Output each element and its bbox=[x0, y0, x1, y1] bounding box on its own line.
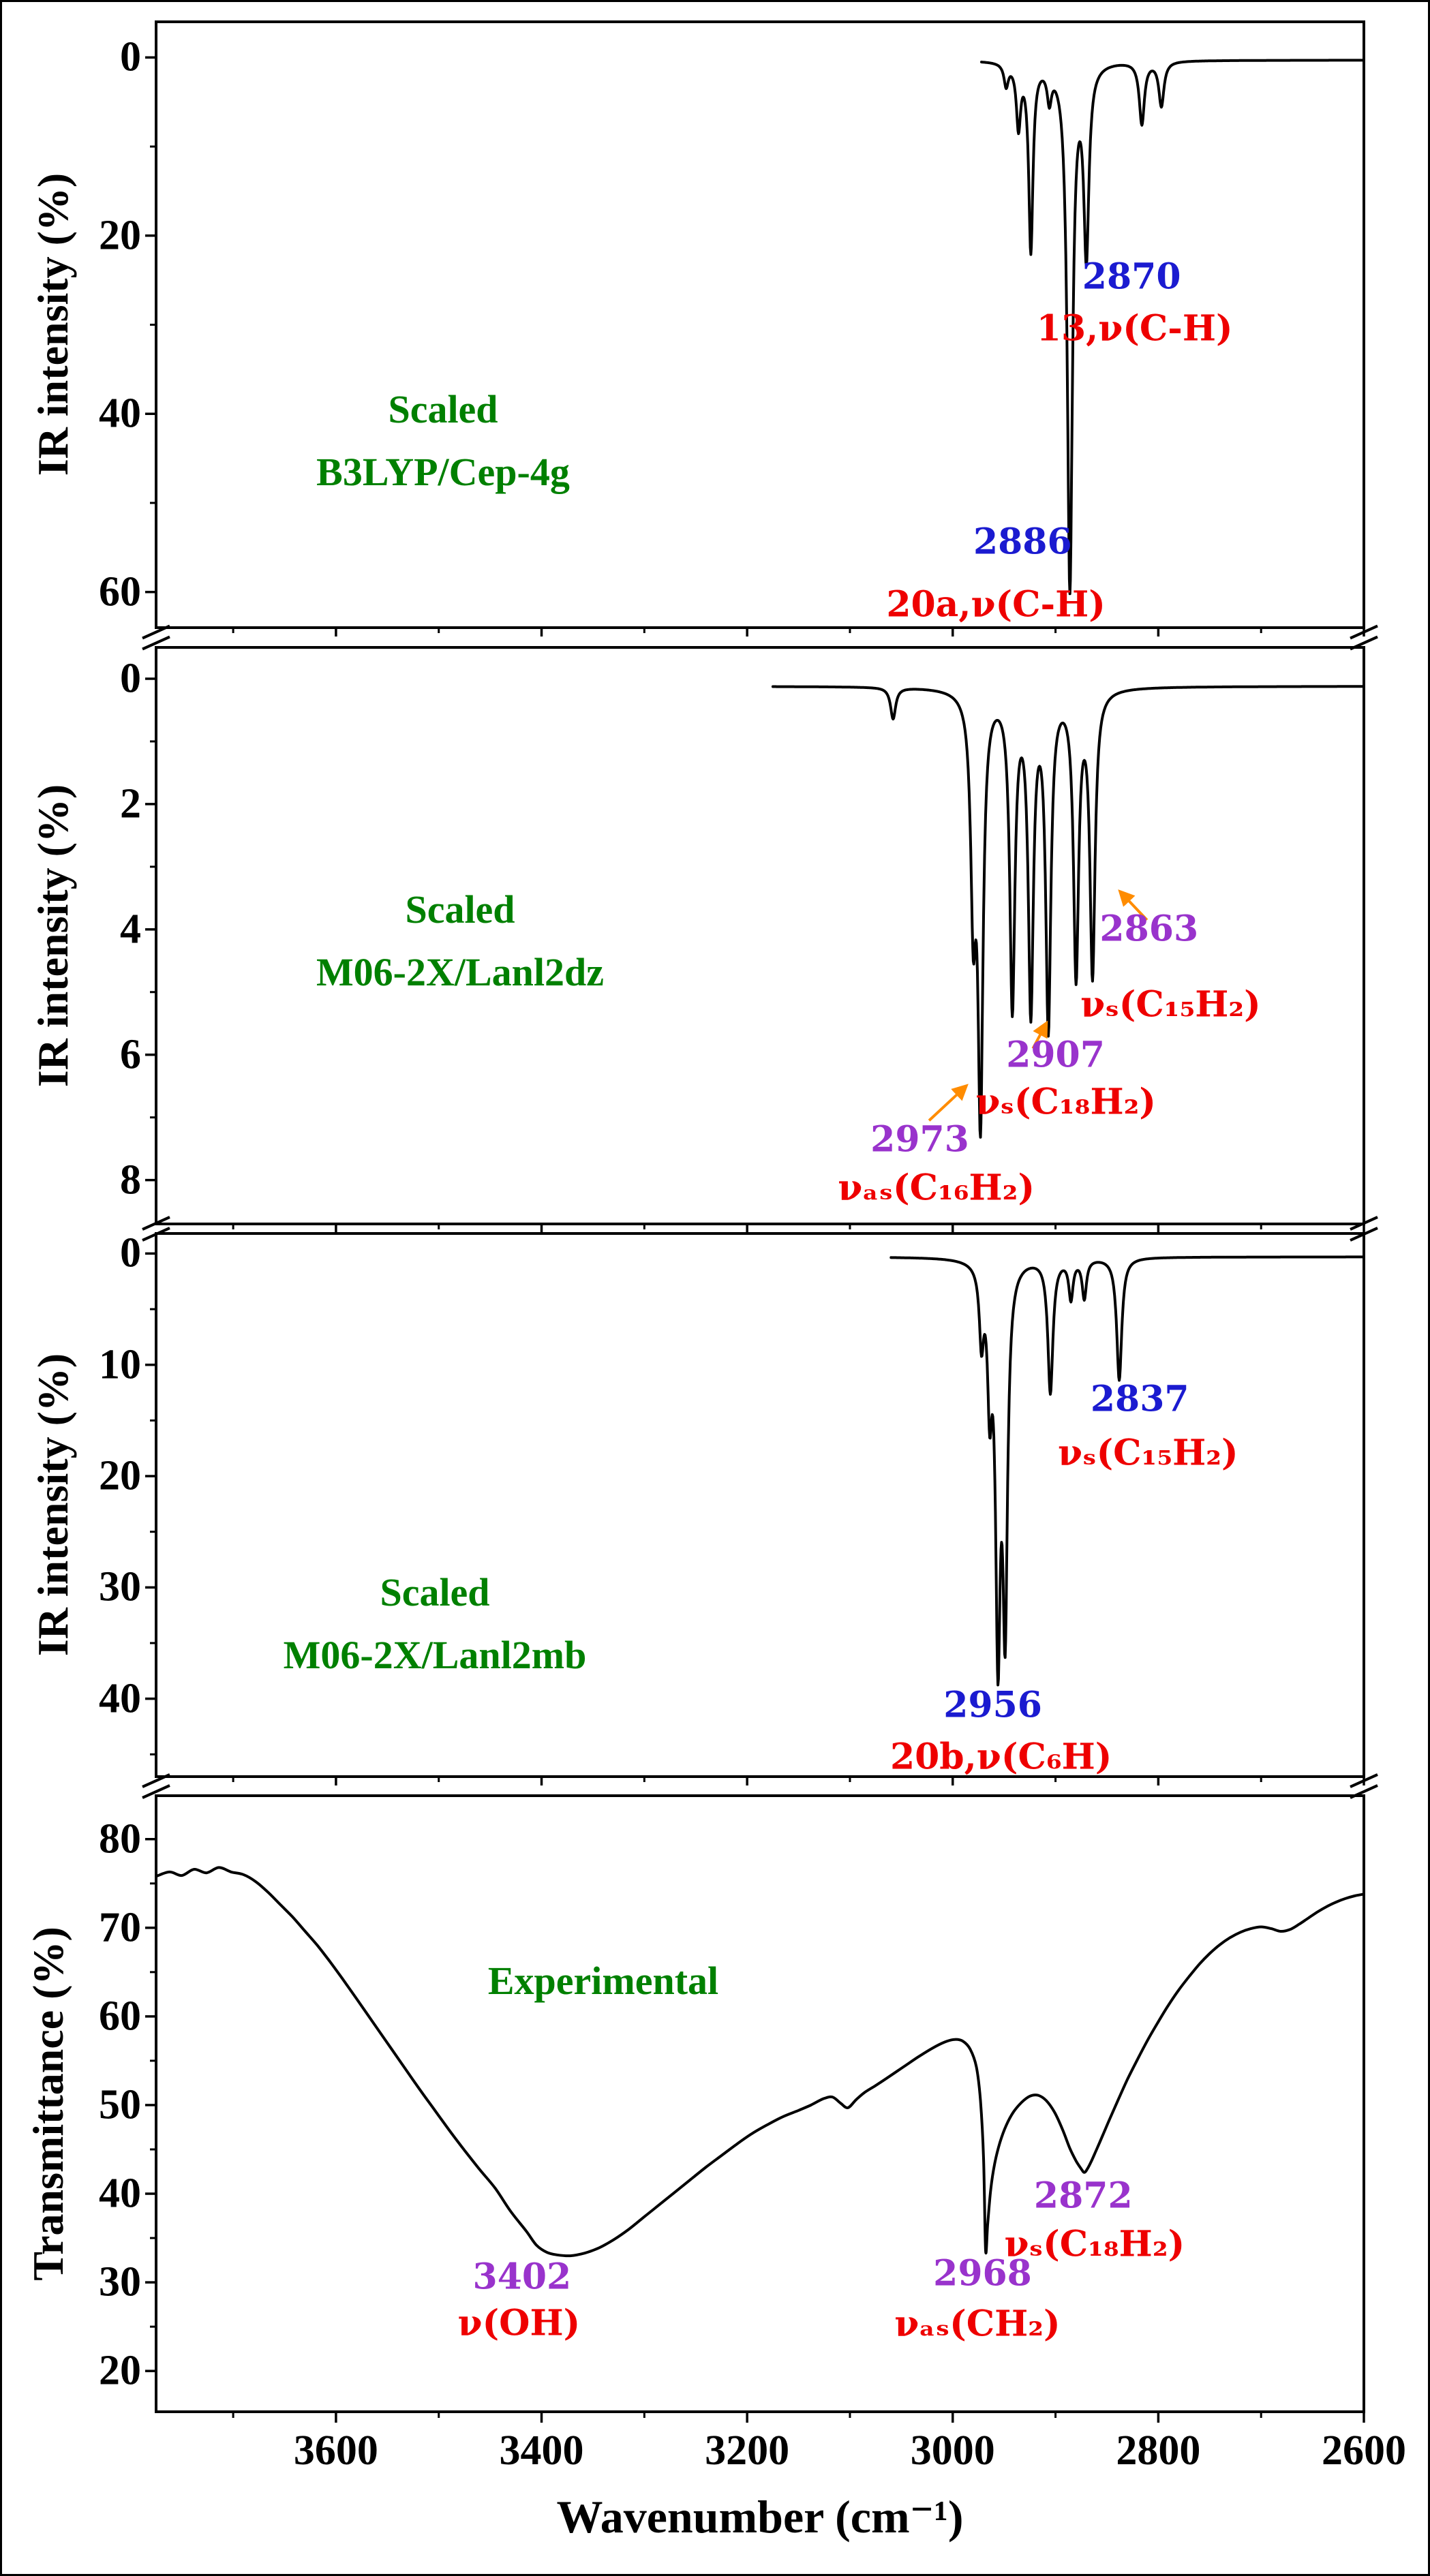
y-tick-label: 20 bbox=[99, 1452, 141, 1499]
y-tick-label: 40 bbox=[99, 2170, 141, 2217]
mode-assignment-label: νₛ(C₁₈H₂) bbox=[1004, 2223, 1185, 2265]
panel4-method-label: Experimental bbox=[378, 1950, 828, 2012]
annotation-arrows bbox=[928, 889, 1148, 1122]
mode-assignment-label: 20a,ν(C-H) bbox=[886, 583, 1106, 626]
y-tick-label: 6 bbox=[120, 1031, 141, 1078]
x-tick-label: 3000 bbox=[910, 2427, 995, 2474]
y-tick-label: 0 bbox=[120, 33, 141, 80]
y-tick-label: 70 bbox=[99, 1904, 141, 1951]
panel-border bbox=[155, 646, 1365, 1225]
x-axis-title: Wavenumber (cm⁻¹) bbox=[556, 2491, 964, 2543]
axis-ticks bbox=[145, 56, 1365, 2423]
wavenumber-label-3402: 3402 bbox=[472, 2256, 572, 2298]
method-line: Scaled bbox=[405, 887, 515, 932]
panel3-method-label: Scaled M06-2X/Lanl2mb bbox=[210, 1561, 660, 1687]
y-tick-label: 30 bbox=[99, 2258, 141, 2305]
spectrum-curve bbox=[771, 685, 1365, 1139]
mode-assignment-label: νₛ(C₁₈H₂) bbox=[975, 1081, 1156, 1123]
mode-assignment-label: νₐₛ(C₁₆H₂) bbox=[838, 1167, 1035, 1209]
y-axis-title-panel3: IR intensity (%) bbox=[29, 1353, 77, 1657]
panel-border bbox=[155, 1794, 1365, 2413]
axis-break-marks bbox=[142, 624, 1378, 1799]
mode-assignment-label: 13,ν(C-H) bbox=[1036, 307, 1233, 350]
y-tick-label: 50 bbox=[99, 2081, 141, 2128]
annotation-arrow bbox=[928, 1084, 969, 1122]
method-line: Experimental bbox=[487, 1959, 719, 2003]
y-tick-label: 8 bbox=[120, 1156, 141, 1203]
spectrum-curve bbox=[155, 1866, 1365, 2258]
annotation-arrow bbox=[1118, 889, 1148, 921]
mode-assignment-label: νₛ(C₁₅H₂) bbox=[1057, 1432, 1238, 1474]
y-tick-label: 30 bbox=[99, 1563, 141, 1610]
y-tick-label: 10 bbox=[99, 1341, 141, 1388]
spectrum-curve bbox=[889, 1255, 1365, 1687]
y-tick-label: 0 bbox=[120, 655, 141, 702]
x-tick-label: 2800 bbox=[1116, 2427, 1201, 2474]
mode-assignment-label: ν(OH) bbox=[457, 2302, 581, 2344]
method-line: Scaled bbox=[388, 387, 498, 431]
y-axis-title-panel2: IR intensity (%) bbox=[29, 784, 77, 1088]
x-tick-label: 3200 bbox=[705, 2427, 790, 2474]
wavenumber-label-2907: 2907 bbox=[1006, 1034, 1105, 1076]
wavenumber-label-2837: 2837 bbox=[1090, 1378, 1189, 1420]
spectra-curves bbox=[155, 59, 1365, 2258]
wavenumber-label-2872: 2872 bbox=[1033, 2175, 1133, 2217]
y-tick-label: 0 bbox=[120, 1229, 141, 1276]
method-line: M06-2X/Lanl2dz bbox=[316, 950, 605, 994]
panel1-method-label: Scaled B3LYP/Cep-4g bbox=[218, 378, 668, 504]
y-tick-label: 60 bbox=[99, 1993, 141, 2040]
x-tick-label: 3600 bbox=[293, 2427, 378, 2474]
wavenumber-label-2956: 2956 bbox=[943, 1684, 1042, 1726]
annotation-arrow bbox=[1031, 1020, 1048, 1049]
wavenumber-label-2886: 2886 bbox=[973, 521, 1072, 563]
method-line: B3LYP/Cep-4g bbox=[316, 450, 570, 494]
y-axis-title-panel4: Transmittance (%) bbox=[24, 1927, 72, 2281]
spectrum-curve bbox=[980, 59, 1365, 596]
y-axis-title-panel1: IR intensity (%) bbox=[29, 172, 77, 476]
x-tick-label: 2600 bbox=[1322, 2427, 1406, 2474]
mode-assignment-label: 20b,ν(C₆H) bbox=[889, 1736, 1112, 1778]
y-tick-label: 60 bbox=[99, 568, 141, 615]
wavenumber-label-2863: 2863 bbox=[1099, 908, 1199, 950]
panel-frames bbox=[155, 20, 1365, 2413]
y-tick-label: 40 bbox=[99, 1675, 141, 1722]
panel2-method-label: Scaled M06-2X/Lanl2dz bbox=[235, 878, 685, 1004]
wavenumber-label-2973: 2973 bbox=[870, 1118, 969, 1161]
y-tick-label: 20 bbox=[99, 2347, 141, 2394]
y-tick-label: 20 bbox=[99, 212, 141, 259]
wavenumber-label-2968: 2968 bbox=[933, 2252, 1032, 2295]
method-line: M06-2X/Lanl2mb bbox=[283, 1633, 587, 1677]
y-tick-label: 80 bbox=[99, 1815, 141, 1862]
mode-assignment-label: νₛ(C₁₅H₂) bbox=[1080, 983, 1261, 1026]
y-tick-label: 40 bbox=[99, 390, 141, 437]
mode-assignment-label: νₐₛ(CH₂) bbox=[894, 2303, 1061, 2345]
x-tick-label: 3400 bbox=[499, 2427, 584, 2474]
y-tick-label: 2 bbox=[120, 780, 141, 827]
method-line: Scaled bbox=[380, 1570, 490, 1614]
y-tick-label: 4 bbox=[120, 906, 141, 953]
panel-border bbox=[155, 1232, 1365, 1778]
wavenumber-label-2870: 2870 bbox=[1082, 256, 1181, 298]
